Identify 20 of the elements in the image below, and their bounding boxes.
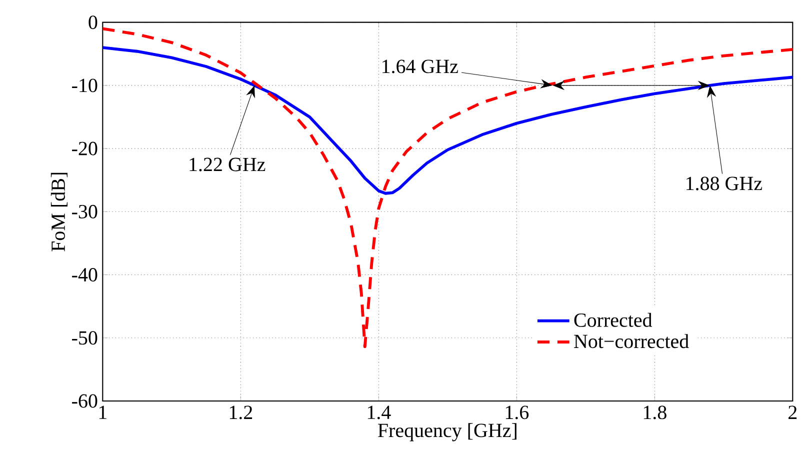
x-tick-label: 1.8 bbox=[644, 406, 666, 420]
x-tick-label: 2 bbox=[788, 406, 797, 419]
y-tick-label: -40 bbox=[72, 268, 98, 282]
y-tick-label: -50 bbox=[72, 331, 98, 345]
legend-label: Not−corrected bbox=[574, 334, 689, 348]
x-tick-label: 1 bbox=[99, 406, 106, 419]
x-tick-label: 1.2 bbox=[230, 406, 252, 420]
y-tick-label: -30 bbox=[72, 204, 98, 218]
x-tick-label: 1.4 bbox=[368, 406, 391, 420]
y-tick-label: -10 bbox=[72, 78, 98, 92]
x-tick-label: 1.6 bbox=[506, 406, 529, 420]
y-axis-title: FoM [dB] bbox=[50, 172, 68, 252]
annotation: 1.22 GHz bbox=[190, 158, 266, 172]
annotation: 1.88 GHz bbox=[686, 176, 762, 190]
y-tick-label: 0 bbox=[88, 16, 98, 30]
x-axis-title: Frequency [GHz] bbox=[378, 423, 516, 442]
y-tick-label: -20 bbox=[72, 142, 98, 156]
annotation: 1.64 GHz bbox=[382, 60, 458, 74]
legend-label: Corrected bbox=[574, 312, 652, 327]
y-tick-label: -60 bbox=[72, 394, 98, 408]
